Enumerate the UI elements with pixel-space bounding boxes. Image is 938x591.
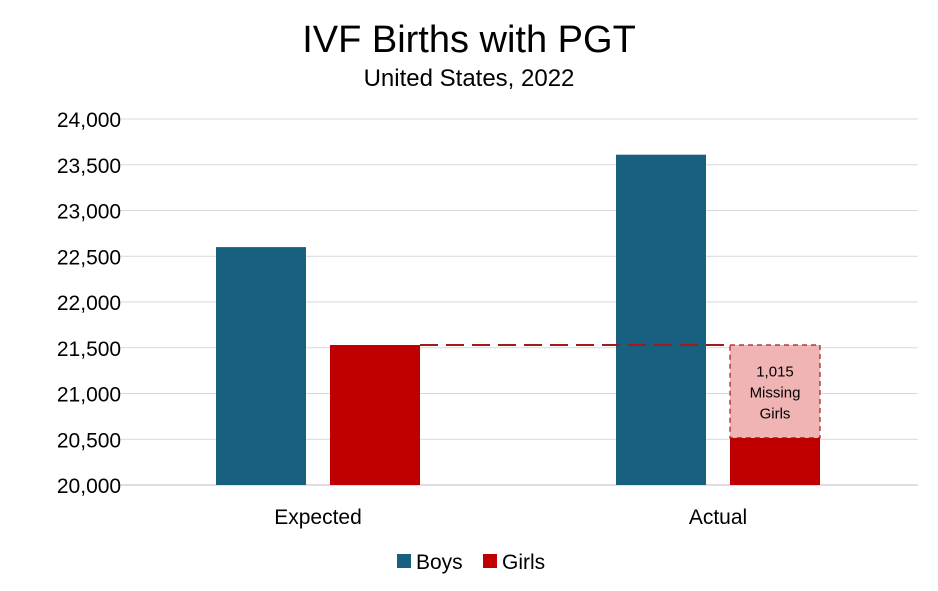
y-tick-label: 23,500 <box>57 155 121 178</box>
chart-title: IVF Births with PGT <box>302 19 636 61</box>
missing-girls-annotation: 1,015 Missing Girls <box>420 344 821 439</box>
bar-boys-actual <box>616 154 706 485</box>
bar-girls-expected <box>330 345 420 485</box>
x-axis-categories: Expected Actual <box>274 506 747 529</box>
legend-swatch-boys <box>397 554 411 568</box>
missing-girls-box <box>729 344 821 439</box>
y-tick-label: 22,000 <box>57 292 121 315</box>
bars <box>216 154 820 485</box>
x-category-label: Actual <box>689 506 747 529</box>
y-tick-label: 21,000 <box>57 384 121 407</box>
legend-label-girls: Girls <box>502 551 545 574</box>
y-tick-label: 21,500 <box>57 338 121 361</box>
y-tick-label: 22,500 <box>57 246 121 269</box>
annotation-text: 1,015 <box>756 363 794 380</box>
y-axis-ticks: 20,000 20,500 21,000 21,500 22,000 22,500 23,0… <box>57 109 121 498</box>
bar-girls-actual <box>730 437 820 485</box>
y-tick-label: 20,000 <box>57 475 121 498</box>
y-tick-label: 23,000 <box>57 201 121 224</box>
annotation-text: Girls <box>760 405 791 422</box>
y-tick-label: 20,500 <box>57 429 121 452</box>
bar-boys-expected <box>216 247 306 485</box>
legend-label-boys: Boys <box>416 551 463 574</box>
legend-swatch-girls <box>483 554 497 568</box>
legend: Boys Girls <box>397 551 545 574</box>
chart-subtitle: United States, 2022 <box>364 65 575 92</box>
y-tick-label: 24,000 <box>57 109 121 132</box>
annotation-text: Missing <box>750 384 801 401</box>
x-category-label: Expected <box>274 506 362 529</box>
